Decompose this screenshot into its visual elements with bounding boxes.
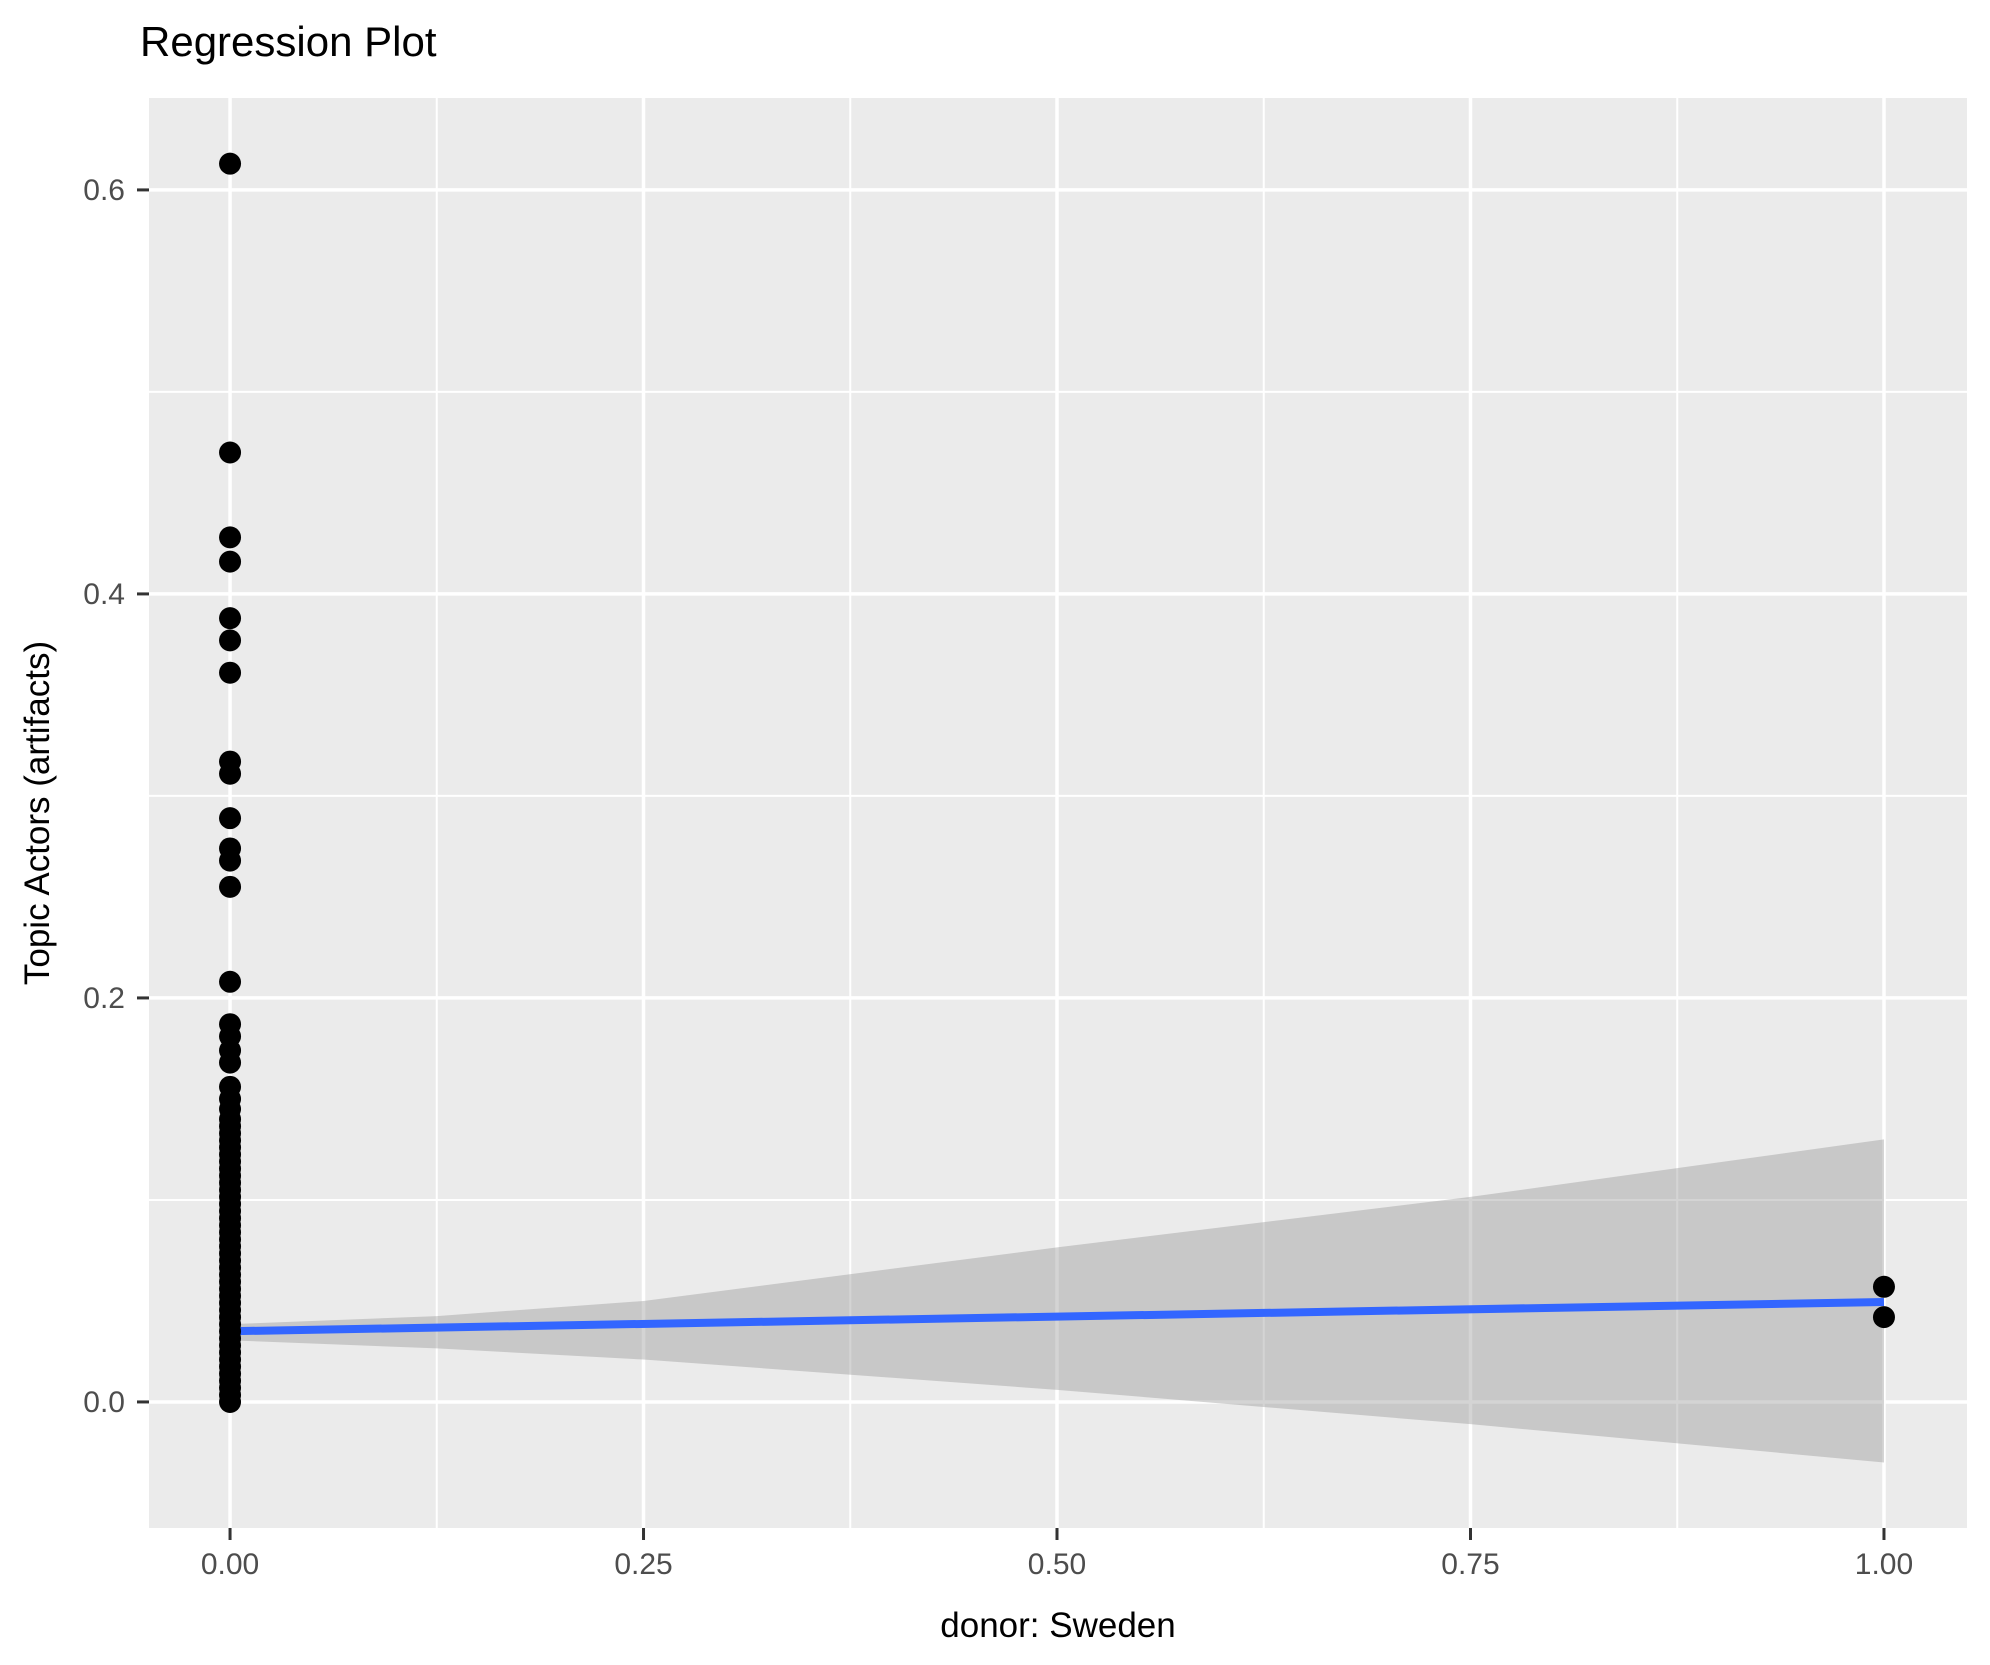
x-tick-label: 1.00: [1855, 1548, 1913, 1581]
data-point: [219, 1390, 242, 1413]
data-point: [219, 970, 242, 993]
data-point: [219, 152, 242, 175]
y-tick-label: 0.4: [83, 578, 125, 611]
data-point: [219, 550, 242, 573]
data-point: [219, 629, 242, 652]
data-point: [219, 661, 242, 684]
plot-title: Regression Plot: [140, 18, 437, 65]
data-point: [219, 807, 242, 830]
data-point: [219, 441, 242, 464]
y-tick-label: 0.0: [83, 1386, 125, 1419]
data-point: [1872, 1275, 1895, 1298]
x-tick-label: 0.00: [201, 1548, 259, 1581]
confidence-band: [230, 1139, 1884, 1463]
y-tick-label: 0.6: [83, 174, 125, 207]
y-tick-label: 0.2: [83, 982, 125, 1015]
data-point: [1872, 1306, 1895, 1329]
data-point: [219, 875, 242, 898]
y-axis-title: Topic Actors (artifacts): [18, 640, 57, 986]
x-axis-title: donor: Sweden: [940, 1606, 1176, 1645]
x-tick-label: 0.50: [1028, 1548, 1086, 1581]
data-point: [219, 849, 242, 872]
data-point: [219, 526, 242, 549]
x-tick-label: 0.75: [1441, 1548, 1499, 1581]
regression-line: [229, 1297, 1885, 1336]
data-point: [219, 1051, 242, 1074]
data-point: [219, 762, 242, 785]
data-point: [219, 607, 242, 630]
x-tick-label: 0.25: [614, 1548, 672, 1581]
